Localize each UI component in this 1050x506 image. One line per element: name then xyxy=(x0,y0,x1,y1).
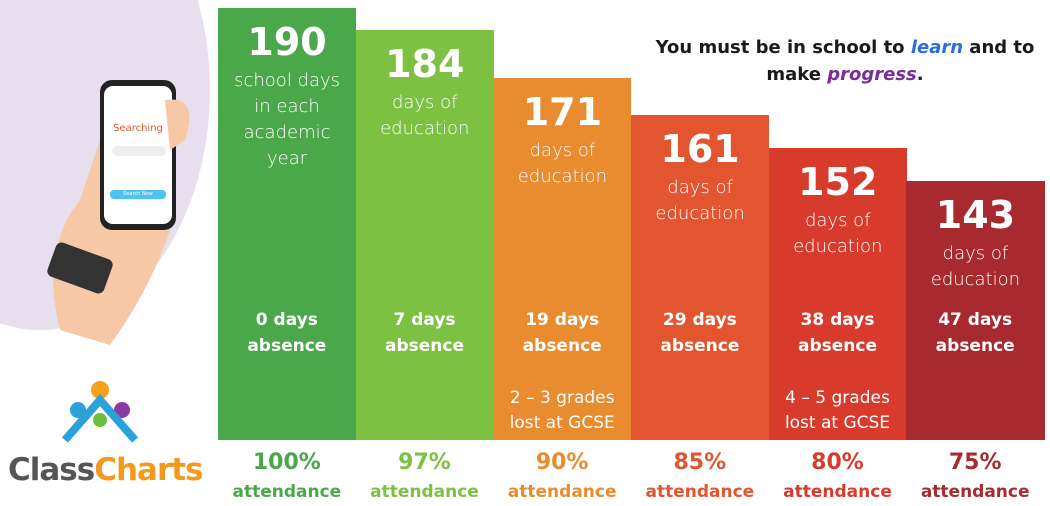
attendance-caption: attendance xyxy=(356,482,494,502)
value-label: 184 xyxy=(356,42,494,86)
attendance-label: 75% xyxy=(906,450,1044,475)
value-label: 152 xyxy=(769,160,907,204)
absence-label: 19 days absence xyxy=(512,307,612,359)
logo-part: Charts xyxy=(94,452,202,488)
bar-caption: days of education xyxy=(644,175,756,227)
absence-label: 29 days absence xyxy=(650,307,750,359)
bar-caption: school days in each academic year xyxy=(231,68,343,172)
attendance-caption: attendance xyxy=(218,482,356,502)
title-part: You must be in school to xyxy=(656,37,911,58)
attendance-caption: attendance xyxy=(906,482,1044,502)
attendance-label: 97% xyxy=(356,450,494,475)
logo-part: Class xyxy=(8,452,94,488)
attendance-label: 85% xyxy=(631,450,769,475)
bar-caption: days of education xyxy=(369,90,481,142)
title-part: . xyxy=(917,64,924,85)
absence-label: 38 days absence xyxy=(788,307,888,359)
absence-label: 47 days absence xyxy=(925,307,1025,359)
value-label: 190 xyxy=(218,20,356,64)
attendance-caption: attendance xyxy=(769,482,907,502)
chart-title: You must be in school to learn and to ma… xyxy=(640,34,1050,88)
page: Searching Search Now ClassCharts You mus… xyxy=(0,0,1050,506)
logo: ClassCharts xyxy=(8,452,203,488)
bar-caption: days of education xyxy=(782,208,894,260)
decoration xyxy=(0,0,215,506)
absence-label: 0 days absence xyxy=(237,307,337,359)
phone-title: Searching xyxy=(104,123,172,134)
attendance-label: 100% xyxy=(218,450,356,475)
note: 2 – 3 grades lost at GCSE xyxy=(502,386,622,436)
value-label: 171 xyxy=(493,90,631,134)
attendance-caption: attendance xyxy=(631,482,769,502)
absence-label: 7 days absence xyxy=(375,307,475,359)
title-part: progress xyxy=(827,64,917,85)
attendance-caption: attendance xyxy=(493,482,631,502)
attendance-label: 90% xyxy=(493,450,631,475)
bar-caption: days of education xyxy=(919,241,1031,293)
note: 4 – 5 grades lost at GCSE xyxy=(778,386,898,436)
title-part: learn xyxy=(911,37,963,58)
phone-button[interactable]: Search Now xyxy=(110,191,166,197)
bar-caption: days of education xyxy=(506,138,618,190)
value-label: 161 xyxy=(631,127,769,171)
value-label: 143 xyxy=(906,193,1044,237)
attendance-label: 80% xyxy=(769,450,907,475)
